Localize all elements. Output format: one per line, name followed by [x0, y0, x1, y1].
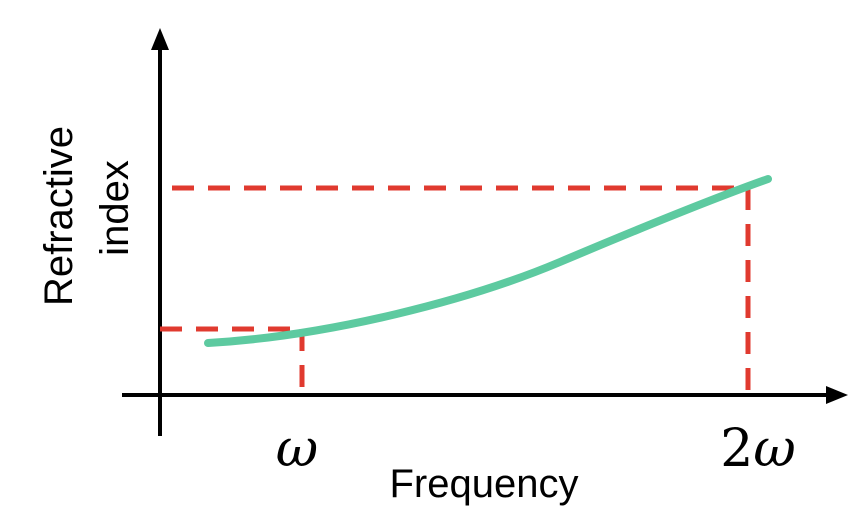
x-tick-two-number: 2 [720, 419, 753, 479]
y-axis-arrowhead [151, 28, 169, 50]
x-tick-omega: ω [276, 419, 318, 479]
refractive-index-curve [204, 175, 772, 347]
x-tick-two-symbol: ω [753, 419, 795, 479]
x-axis-arrowhead [826, 386, 848, 404]
y-axis-label-line1: Refractive [37, 126, 81, 306]
guide-lines [160, 185, 751, 400]
x-axis-label: Frequency [390, 462, 579, 506]
x-tick-two-omega: 2ω [720, 419, 796, 479]
y-axis-label-line2: index [93, 160, 137, 256]
